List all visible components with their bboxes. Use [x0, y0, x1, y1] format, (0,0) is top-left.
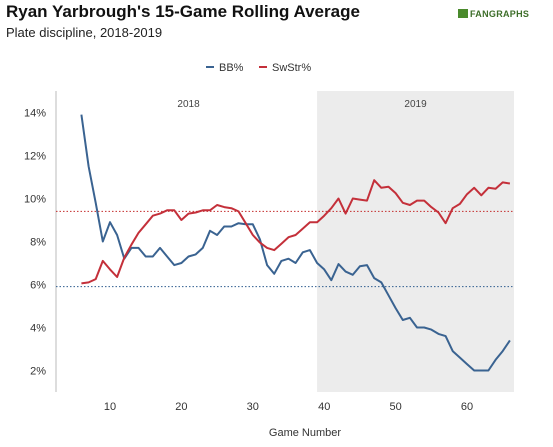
fangraphs-logo: FANGRAPHS: [458, 9, 529, 19]
x-axis-label: Game Number: [269, 427, 341, 439]
y-tick-label: 12%: [24, 151, 46, 163]
series-line-swstr: [81, 179, 511, 285]
y-tick-label: 6%: [30, 280, 46, 292]
fangraphs-logo-icon: [458, 9, 468, 18]
y-tick-label: 2%: [30, 366, 46, 378]
series-line-bb: [80, 114, 511, 372]
x-tick-label: 30: [247, 401, 259, 413]
legend-label-swstr: SwStr%: [272, 62, 311, 74]
legend-label-bb: BB%: [219, 62, 244, 74]
season-region-2018: [60, 91, 318, 392]
chart-title: Ryan Yarbrough's 15-Game Rolling Average: [6, 2, 360, 21]
season-label-2018: 2018: [177, 99, 200, 110]
x-tick-label: 60: [461, 401, 473, 413]
chart-subtitle: Plate discipline, 2018-2019: [6, 25, 163, 40]
season-region-2019: [317, 91, 514, 392]
x-tick-label: 40: [318, 401, 330, 413]
y-tick-label: 8%: [30, 237, 46, 249]
x-tick-label: 20: [175, 401, 187, 413]
x-tick-label: 10: [104, 401, 116, 413]
y-tick-label: 14%: [24, 108, 46, 120]
season-label-2019: 2019: [404, 99, 427, 110]
x-tick-label: 50: [389, 401, 401, 413]
y-tick-label: 10%: [24, 194, 46, 206]
y-tick-label: 4%: [30, 323, 46, 335]
fangraphs-logo-text: FANGRAPHS: [470, 9, 530, 19]
